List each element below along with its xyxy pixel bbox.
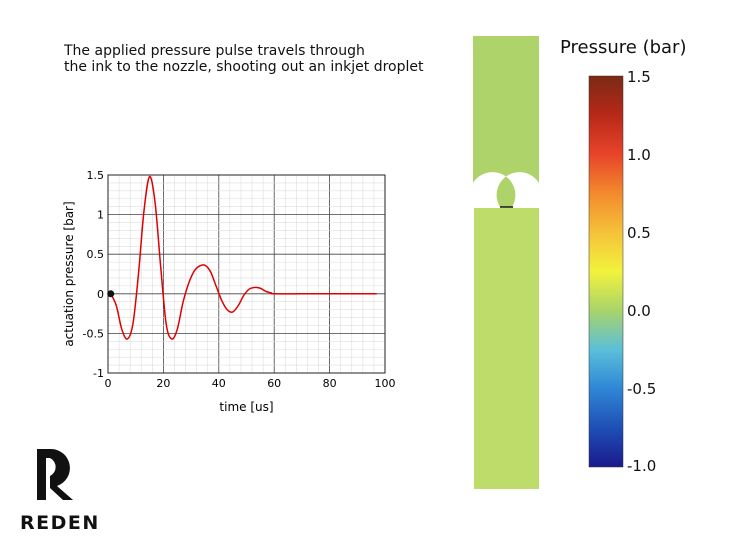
colorbar-tick: 1.0 bbox=[627, 146, 651, 164]
colorbar bbox=[588, 75, 624, 468]
logo-mark-icon bbox=[37, 449, 73, 500]
logo-text: REDEN bbox=[20, 512, 100, 534]
colorbar-tick: -0.5 bbox=[627, 380, 657, 398]
x-tick-label: 60 bbox=[267, 377, 281, 390]
x-tick-label: 0 bbox=[105, 377, 112, 390]
y-tick-label: 1.5 bbox=[87, 169, 105, 182]
y-tick-label: 1 bbox=[97, 209, 104, 222]
plot-frame bbox=[107, 174, 386, 374]
caption-line-1: The applied pressure pulse travels throu… bbox=[64, 43, 365, 59]
pressure-series-line bbox=[110, 175, 377, 340]
colorbar-tick: 0.0 bbox=[627, 302, 651, 320]
nozzle-lower-chamber bbox=[474, 208, 539, 489]
y-tick-label: 0 bbox=[97, 288, 104, 301]
nozzle-upper-chamber bbox=[473, 36, 539, 207]
x-tick-label: 80 bbox=[323, 377, 337, 390]
x-tick-label: 40 bbox=[212, 377, 226, 390]
reden-logo: REDEN bbox=[18, 446, 98, 536]
time-marker-point bbox=[107, 290, 115, 298]
x-tick-label: 20 bbox=[156, 377, 170, 390]
y-axis-label: actuation pressure [bar] bbox=[62, 201, 76, 346]
colorbar-tick: 1.5 bbox=[627, 68, 651, 86]
caption-line-2: the ink to the nozzle, shooting out an i… bbox=[64, 59, 424, 75]
y-tick-label: -1 bbox=[93, 367, 104, 380]
y-tick-label: 0.5 bbox=[87, 248, 105, 261]
x-tick-label: 100 bbox=[375, 377, 396, 390]
x-axis-label: time [us] bbox=[219, 400, 273, 414]
colorbar-title: Pressure (bar) bbox=[560, 37, 687, 58]
plot-area bbox=[108, 175, 385, 373]
colorbar-tick: 0.5 bbox=[627, 224, 651, 242]
y-tick-label: -0.5 bbox=[83, 327, 104, 340]
colorbar-tick: -1.0 bbox=[627, 457, 657, 475]
caption: The applied pressure pulse travels throu… bbox=[64, 43, 423, 75]
